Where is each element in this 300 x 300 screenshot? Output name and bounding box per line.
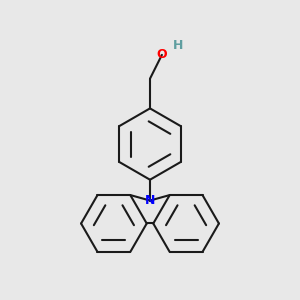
Text: H: H	[173, 40, 183, 52]
Text: N: N	[145, 194, 155, 207]
Text: O: O	[157, 48, 167, 62]
